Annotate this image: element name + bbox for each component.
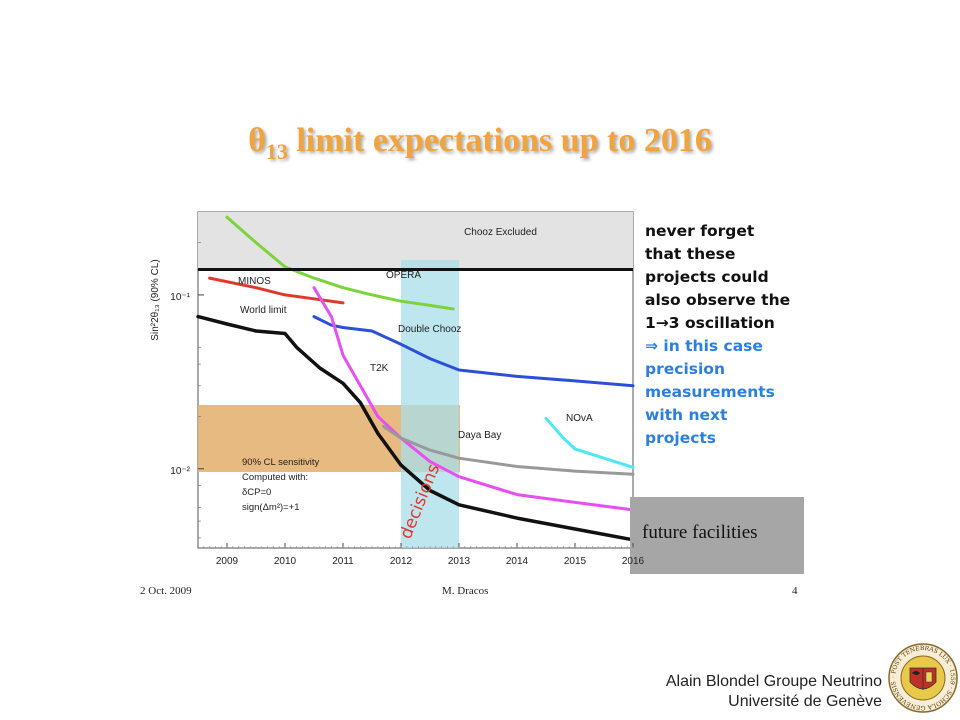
- future-facilities-box: [630, 497, 804, 574]
- footer-line-2: Université de Genève: [728, 693, 882, 710]
- footer-credit: Alain Blondel Groupe Neutrino Université…: [666, 672, 882, 712]
- series-label: MINOS: [238, 276, 271, 287]
- x-tick-label: 2010: [274, 556, 297, 567]
- slide-date: 2 Oct. 2009: [140, 585, 192, 597]
- chooz-label: Chooz Excluded: [464, 227, 537, 238]
- x-tick-label: 2014: [506, 556, 529, 567]
- series-line-double-chooz: [312, 315, 635, 388]
- series-label: T2K: [370, 363, 389, 374]
- series-label: OPERA: [386, 270, 421, 281]
- footer-line-1: Alain Blondel Groupe Neutrino: [665, 673, 882, 690]
- slide-title: θ13 limit expectations up to 2016: [248, 122, 712, 164]
- sensitivity-label: δCP=0: [242, 487, 271, 498]
- university-seal-icon: · POST TENEBRAS LUX · 1559 · SCHOLA GENE…: [888, 643, 958, 713]
- y-tick-label: 10⁻¹: [170, 292, 190, 303]
- note-line: also observe the: [645, 291, 791, 309]
- series-line-world-limit: [196, 314, 635, 542]
- x-tick-label: 2016: [622, 556, 645, 567]
- note-line: with next: [645, 406, 728, 424]
- note-line: projects could: [645, 268, 769, 286]
- series-label: World limit: [240, 305, 287, 316]
- x-tick-label: 2013: [448, 556, 471, 567]
- x-tick-label: 2015: [564, 556, 587, 567]
- sensitivity-label: 90% CL sensitivity: [242, 457, 320, 468]
- note-line: 1→3 oscillation: [645, 314, 775, 332]
- y-axis-label: Sin²2θ₁₃ (90% CL): [150, 259, 161, 340]
- note-line: ⇒ in this case: [645, 337, 763, 355]
- note-line: never forget: [645, 222, 755, 240]
- slide-page-number: 4: [792, 585, 798, 597]
- note-line: measurements: [645, 383, 775, 401]
- x-tick-label: 2009: [216, 556, 239, 567]
- series-label: NOvA: [566, 413, 593, 424]
- sensitivity-label: Computed with:: [242, 472, 308, 483]
- chooz-excluded-band: [198, 212, 633, 270]
- series-line-nova: [544, 416, 635, 469]
- note-black-text: never forget that these projects could also…: [645, 220, 815, 335]
- series-label: Double Chooz: [398, 324, 461, 335]
- note-line: projects: [645, 429, 717, 447]
- series-line-daya-bay: [382, 425, 635, 476]
- note-blue-text: ⇒ in this case precision measurements with …: [645, 335, 815, 450]
- x-tick-label: 2011: [332, 556, 354, 567]
- series-line-opera: [225, 215, 455, 311]
- note-line: that these: [645, 245, 736, 263]
- note-line: precision: [645, 360, 725, 378]
- future-facilities-label: future facilities: [642, 522, 758, 543]
- series-line-minos: [208, 276, 345, 305]
- y-tick-label: 10⁻²: [170, 466, 190, 477]
- slide-author: M. Dracos: [442, 585, 489, 597]
- x-tick-label: 2012: [390, 556, 413, 567]
- series-label: Daya Bay: [458, 430, 501, 441]
- side-note: never forget that these projects could also…: [645, 220, 815, 450]
- sensitivity-label: sign(Δm²)=+1: [242, 502, 300, 513]
